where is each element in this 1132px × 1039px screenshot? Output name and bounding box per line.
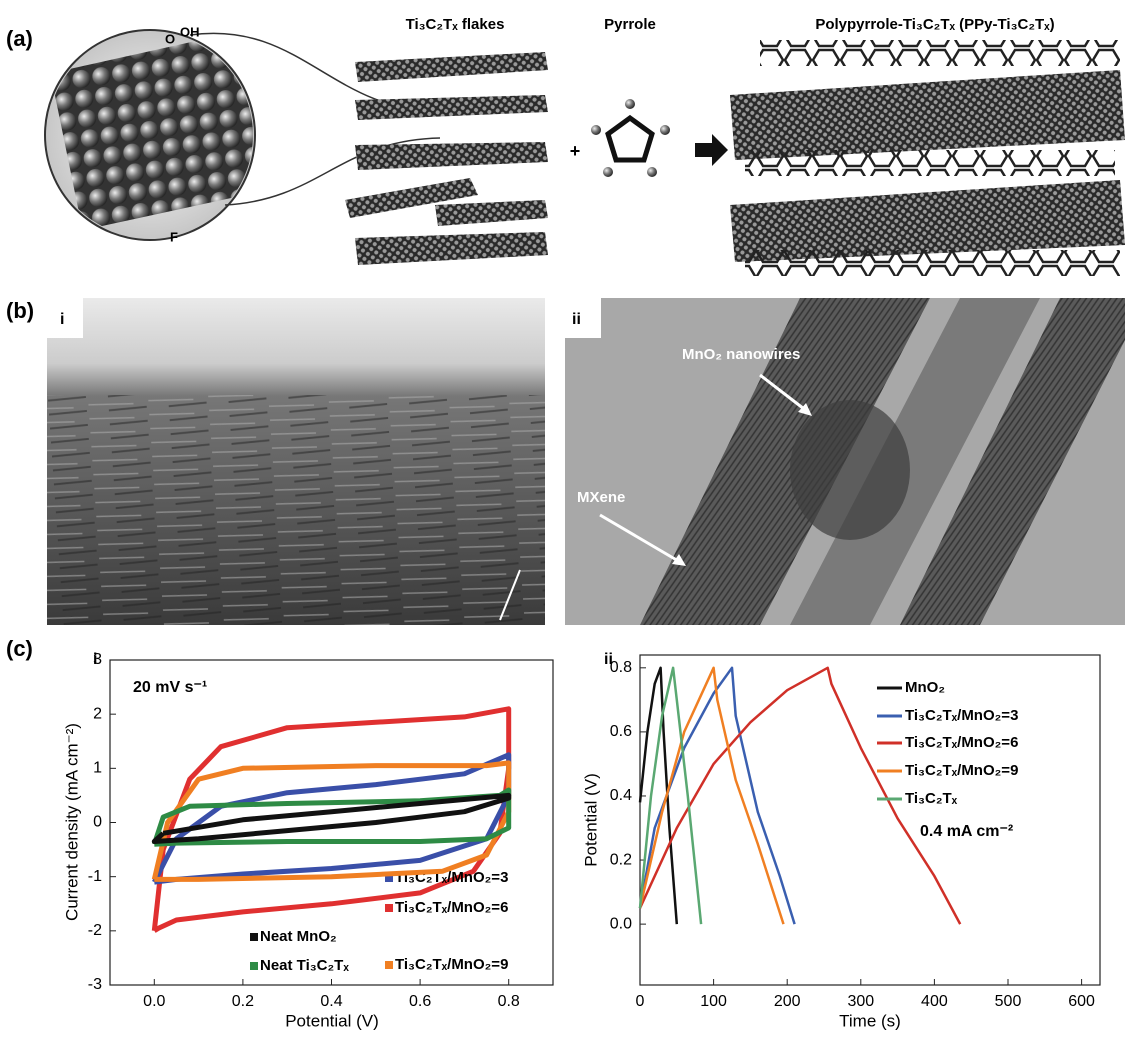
legend-label: Ti₃C₂Tₓ/MnO₂=3 — [905, 707, 1018, 724]
pyrrole-title: Pyrrole — [604, 16, 656, 33]
figure: (a) O OH F Ti₃C₂Tₓ flakes + Pyrrole Poly… — [0, 0, 1132, 1034]
legend-label: MnO₂ — [905, 679, 945, 696]
annotation: 0.4 mA cm⁻² — [920, 823, 1013, 840]
x-tick-label: 0.6 — [409, 993, 431, 1010]
legend-label: Ti₃C₂Tₓ/MnO₂=9 — [395, 956, 508, 973]
atom-label: OH — [180, 24, 200, 39]
x-tick-label: 0.4 — [320, 993, 342, 1010]
annotation: 20 mV s⁻¹ — [133, 679, 207, 696]
x-tick-label: 500 — [995, 993, 1022, 1010]
reaction-arrow — [695, 134, 728, 166]
x-tick-label: 200 — [774, 993, 801, 1010]
x-tick-label: 0.2 — [232, 993, 254, 1010]
y-tick-label: 0.0 — [610, 915, 632, 932]
product-title: Polypyrrole-Ti₃C₂Tₓ (PPy-Ti₃C₂Tₓ) — [815, 16, 1054, 33]
x-tick-label: 600 — [1068, 993, 1095, 1010]
atom-label: O — [165, 31, 175, 46]
x-tick-label: 400 — [921, 993, 948, 1010]
image-annotation: MnO₂ nanowires — [682, 346, 800, 363]
panel-label: (b) — [6, 298, 34, 323]
x-tick-label: 0 — [636, 993, 645, 1010]
data-line — [154, 755, 508, 882]
tem-image — [565, 298, 1125, 625]
legend-swatch — [385, 961, 393, 969]
legend-swatch — [250, 933, 258, 941]
pyrrole-molecule — [591, 99, 670, 177]
y-tick-label: 0 — [93, 814, 102, 831]
image-annotation: MXene — [577, 489, 625, 506]
legend-swatch — [385, 904, 393, 912]
y-tick-label: -3 — [88, 976, 102, 993]
x-tick-label: 300 — [847, 993, 874, 1010]
y-axis-label: Current density (mA cm⁻²) — [62, 723, 81, 921]
data-line — [154, 709, 508, 931]
panel-label: i — [93, 651, 97, 668]
flakes — [345, 52, 548, 265]
y-tick-label: 2 — [93, 705, 102, 722]
legend-label: Neat MnO₂ — [260, 928, 337, 945]
y-tick-label: -2 — [88, 922, 102, 939]
legend-label: Ti₃C₂Tₓ/MnO₂=6 — [905, 734, 1018, 751]
x-tick-label: 100 — [700, 993, 727, 1010]
panel-label: (a) — [6, 26, 33, 51]
y-tick-label: -1 — [88, 868, 102, 885]
x-axis-label: Time (s) — [839, 1011, 901, 1030]
y-tick-label: 0.4 — [610, 787, 632, 804]
y-tick-label: 0.6 — [610, 723, 632, 740]
data-line — [154, 763, 508, 880]
panel-label: (c) — [6, 636, 33, 661]
x-tick-label: 0.8 — [498, 993, 520, 1010]
x-tick-label: 0.0 — [143, 993, 165, 1010]
ppy-composite — [730, 40, 1125, 276]
x-axis-label: Potential (V) — [285, 1011, 379, 1030]
legend-label: Neat Ti₃C₂Tₓ — [260, 957, 349, 974]
panel-label: ii — [604, 651, 613, 668]
legend-label: Ti₃C₂Tₓ/MnO₂=6 — [395, 899, 508, 916]
flakes-title: Ti₃C₂Tₓ flakes — [406, 16, 505, 33]
legend-swatch — [250, 962, 258, 970]
image-label: i — [60, 311, 64, 328]
y-tick-label: 0.8 — [610, 659, 632, 676]
legend-label: Ti₃C₂Tₓ/MnO₂=9 — [905, 762, 1018, 779]
legend-label: Ti₃C₂Tₓ — [905, 790, 958, 807]
y-tick-label: 0.2 — [610, 851, 632, 868]
plus-sign: + — [570, 141, 581, 161]
image-label: ii — [572, 311, 581, 328]
sem-image — [47, 298, 545, 625]
y-axis-label: Potential (V) — [581, 773, 600, 867]
atom-label: F — [170, 229, 178, 244]
y-tick-label: 1 — [93, 760, 102, 777]
